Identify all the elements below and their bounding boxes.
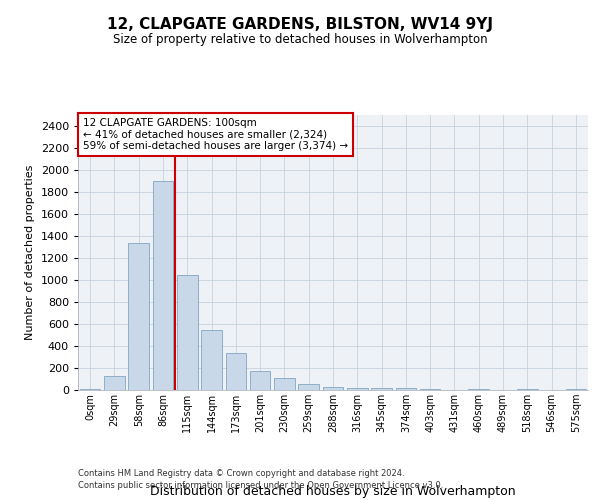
Bar: [323, 386, 343, 390]
Bar: [250, 372, 271, 390]
Text: Contains public sector information licensed under the Open Government Licence v3: Contains public sector information licen…: [78, 480, 443, 490]
Bar: [298, 384, 319, 390]
Bar: [226, 352, 246, 390]
Bar: [201, 330, 222, 390]
Text: Contains HM Land Registry data © Crown copyright and database right 2024.: Contains HM Land Registry data © Crown c…: [78, 469, 404, 478]
X-axis label: Distribution of detached houses by size in Wolverhampton: Distribution of detached houses by size …: [150, 485, 516, 498]
Bar: [104, 376, 125, 390]
Bar: [371, 388, 392, 390]
Bar: [395, 388, 416, 390]
Bar: [152, 181, 173, 390]
Bar: [128, 242, 149, 390]
Bar: [347, 388, 368, 390]
Text: Size of property relative to detached houses in Wolverhampton: Size of property relative to detached ho…: [113, 32, 487, 46]
Bar: [177, 274, 197, 390]
Text: 12 CLAPGATE GARDENS: 100sqm
← 41% of detached houses are smaller (2,324)
59% of : 12 CLAPGATE GARDENS: 100sqm ← 41% of det…: [83, 118, 348, 151]
Bar: [274, 378, 295, 390]
Text: 12, CLAPGATE GARDENS, BILSTON, WV14 9YJ: 12, CLAPGATE GARDENS, BILSTON, WV14 9YJ: [107, 18, 493, 32]
Y-axis label: Number of detached properties: Number of detached properties: [25, 165, 35, 340]
